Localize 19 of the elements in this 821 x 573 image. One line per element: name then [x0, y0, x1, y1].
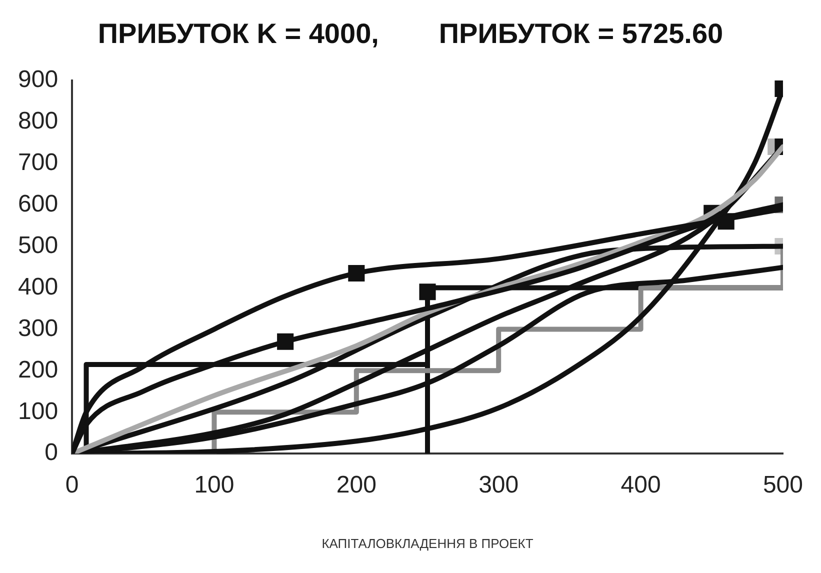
x-tick-label: 400: [620, 472, 661, 499]
x-tick-label: 100: [194, 472, 234, 499]
y-tick-label: 300: [18, 314, 58, 342]
y-tick-label: 100: [18, 398, 58, 425]
y-tick-label: 200: [18, 356, 58, 384]
x-axis-title: КАПІТАЛОВКЛАДЕННЯ В ПРОЕКТ: [322, 536, 534, 551]
x-tick-label: 500: [762, 472, 803, 499]
y-tick-label: 400: [18, 273, 58, 300]
y-tick-label: 900: [18, 66, 58, 94]
chart-title: ПРИБУТОК K = 4000,: [98, 18, 379, 50]
chart-subtitle: ПРИБУТОК = 5725.60: [438, 18, 724, 50]
x-tick-label: 0: [65, 472, 79, 499]
y-tick-label: 500: [18, 232, 58, 259]
y-tick-label: 600: [18, 190, 58, 218]
x-tick-label: 300: [478, 472, 519, 499]
y-tick-label: 0: [44, 439, 58, 466]
y-tick-label: 800: [18, 107, 58, 134]
x-tick-label: 200: [336, 472, 376, 499]
y-tick-label: 700: [18, 148, 58, 176]
